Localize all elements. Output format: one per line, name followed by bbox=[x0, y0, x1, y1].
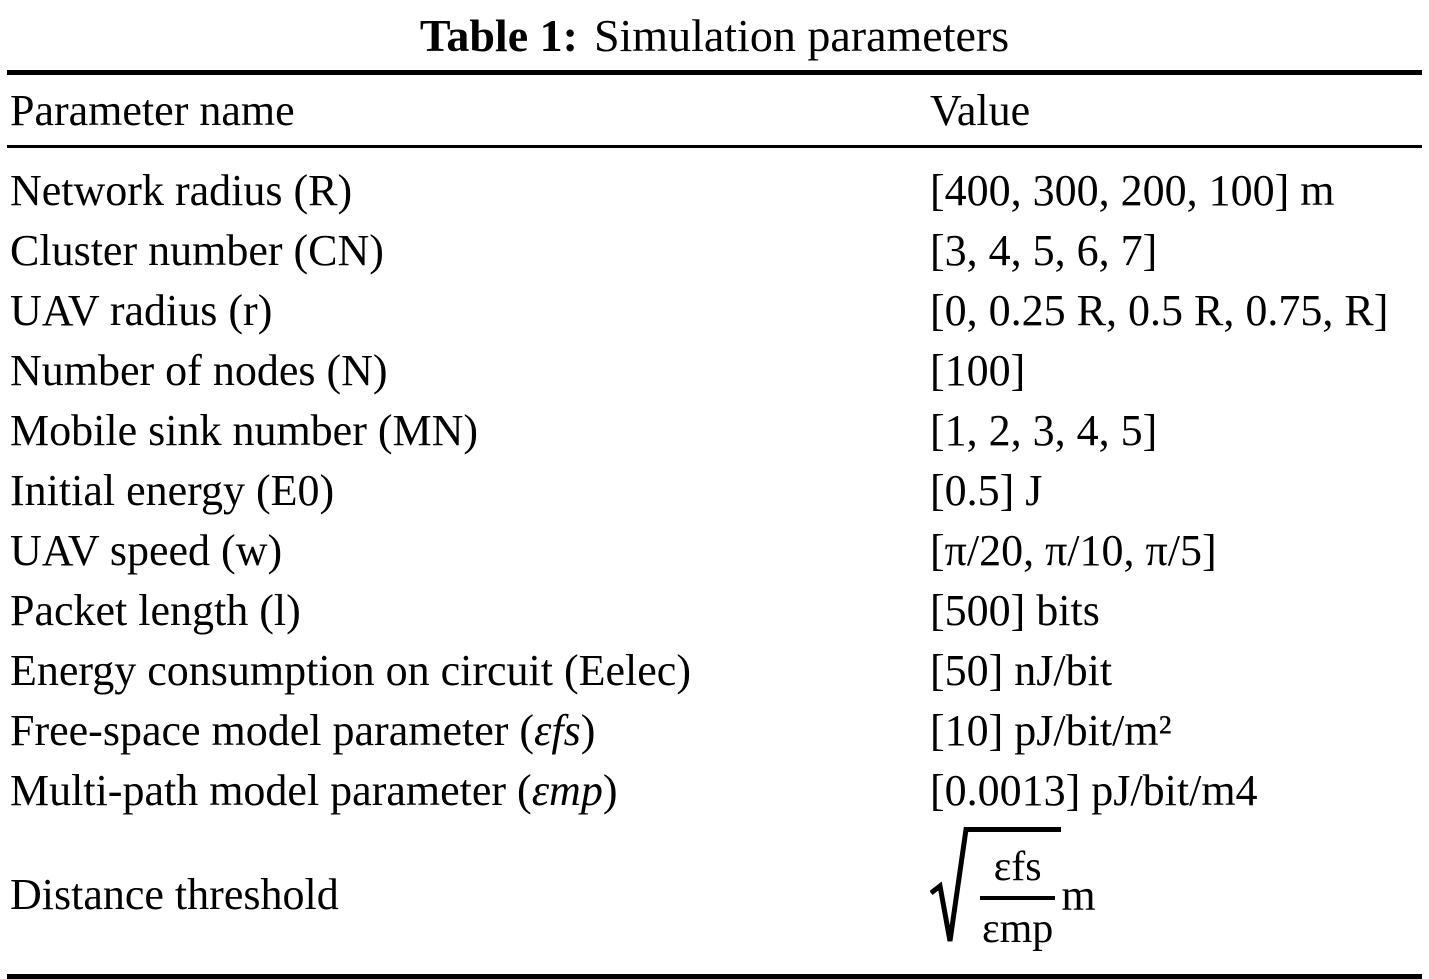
param-value: [500] bits bbox=[930, 585, 1100, 635]
fraction-bar bbox=[980, 895, 1056, 900]
mid-rule bbox=[7, 145, 1422, 148]
square-root-expression: εfs εmp bbox=[930, 826, 1062, 952]
param-value: [10] pJ/bit/m² bbox=[930, 705, 1172, 755]
table-header-row: Parameter name Value bbox=[0, 75, 1429, 145]
param-name: UAV radius (r) bbox=[10, 285, 273, 335]
radicand: εfs εmp bbox=[970, 826, 1062, 952]
header-parameter-name: Parameter name bbox=[10, 85, 295, 135]
caption-title: Simulation parameters bbox=[593, 9, 1010, 61]
param-name: Distance threshold bbox=[10, 869, 339, 919]
table-row-multi-path-parameter: Multi-path model parameter (εmp) [0.0013… bbox=[0, 760, 1429, 820]
table-row-uav-radius: UAV radius (r) [0, 0.25 R, 0.5 R, 0.75, … bbox=[0, 280, 1429, 340]
param-name: Packet length (l) bbox=[10, 585, 301, 635]
param-value: [0, 0.25 R, 0.5 R, 0.75, R] bbox=[930, 285, 1389, 335]
table-row-number-of-nodes: Number of nodes (N) [100] bbox=[0, 340, 1429, 400]
formula-unit: m bbox=[1061, 871, 1096, 921]
caption-label: Table 1: bbox=[419, 9, 578, 61]
table-row-distance-threshold: Distance threshold εfs εmp bbox=[0, 820, 1429, 968]
param-name: UAV speed (w) bbox=[10, 525, 283, 575]
table-caption: Table 1: Simulation parameters bbox=[0, 0, 1429, 70]
table-row-energy-consumption-circuit: Energy consumption on circuit (Eelec) [5… bbox=[0, 640, 1429, 700]
param-name-prefix: Multi-path model parameter ( bbox=[10, 765, 532, 815]
param-value: [1, 2, 3, 4, 5] bbox=[930, 405, 1158, 455]
param-value: [50] nJ/bit bbox=[930, 645, 1113, 695]
table-row-uav-speed: UAV speed (w) [π/20, π/10, π/5] bbox=[0, 520, 1429, 580]
param-name: Cluster number (CN) bbox=[10, 225, 384, 275]
header-value: Value bbox=[930, 85, 1031, 135]
param-value: [400, 300, 200, 100] m bbox=[930, 165, 1335, 215]
param-name: Mobile sink number (MN) bbox=[10, 405, 479, 455]
param-name: Multi-path model parameter (εmp) bbox=[10, 765, 930, 816]
param-value: [100] bbox=[930, 345, 1026, 395]
table-row-free-space-parameter: Free-space model parameter (εfs) [10] pJ… bbox=[0, 700, 1429, 760]
table-row-cluster-number: Cluster number (CN) [3, 4, 5, 6, 7] bbox=[0, 220, 1429, 280]
table-body: Network radius (R) [400, 300, 200, 100] … bbox=[0, 148, 1429, 974]
param-value: [π/20, π/10, π/5] bbox=[930, 525, 1217, 575]
param-name-symbol: εmp bbox=[531, 765, 603, 815]
param-name: Initial energy (E0) bbox=[10, 465, 335, 515]
param-name-suffix: ) bbox=[580, 705, 596, 755]
table-row-mobile-sink-number: Mobile sink number (MN) [1, 2, 3, 4, 5] bbox=[0, 400, 1429, 460]
param-value: [0.0013] pJ/bit/m4 bbox=[930, 765, 1258, 815]
table-row-initial-energy: Initial energy (E0) [0.5] J bbox=[0, 460, 1429, 520]
param-name-prefix: Free-space model parameter ( bbox=[10, 705, 535, 755]
table-row-packet-length: Packet length (l) [500] bits bbox=[0, 580, 1429, 640]
fraction-denominator: εmp bbox=[982, 905, 1054, 952]
param-name: Free-space model parameter (εfs) bbox=[10, 705, 930, 756]
table-row-network-radius: Network radius (R) [400, 300, 200, 100] … bbox=[0, 160, 1429, 220]
param-name: Number of nodes (N) bbox=[10, 345, 388, 395]
top-rule bbox=[7, 70, 1422, 75]
param-name: Network radius (R) bbox=[10, 165, 353, 215]
distance-threshold-formula: εfs εmp m bbox=[930, 826, 1096, 952]
epsilon-fraction: εfs εmp bbox=[980, 843, 1056, 952]
radical-sign-icon bbox=[930, 826, 972, 941]
param-name: Energy consumption on circuit (Eelec) bbox=[10, 645, 691, 695]
param-name-suffix: ) bbox=[602, 765, 618, 815]
param-value: [3, 4, 5, 6, 7] bbox=[930, 225, 1158, 275]
param-name-symbol: εfs bbox=[534, 705, 581, 755]
param-value: [0.5] J bbox=[930, 465, 1043, 515]
fraction-numerator: εfs bbox=[993, 843, 1042, 890]
param-value-formula: εfs εmp m bbox=[930, 826, 1429, 962]
bottom-rule bbox=[7, 974, 1422, 979]
